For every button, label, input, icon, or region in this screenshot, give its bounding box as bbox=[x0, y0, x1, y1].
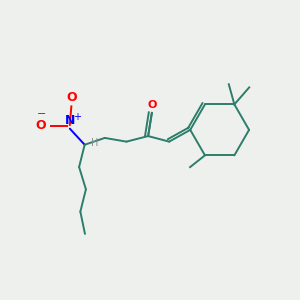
Text: H: H bbox=[92, 138, 99, 148]
Text: O: O bbox=[66, 91, 77, 104]
Text: +: + bbox=[73, 112, 81, 122]
Text: O: O bbox=[35, 119, 46, 132]
Text: O: O bbox=[147, 100, 157, 110]
Text: N: N bbox=[64, 114, 75, 127]
Text: −: − bbox=[37, 109, 46, 119]
